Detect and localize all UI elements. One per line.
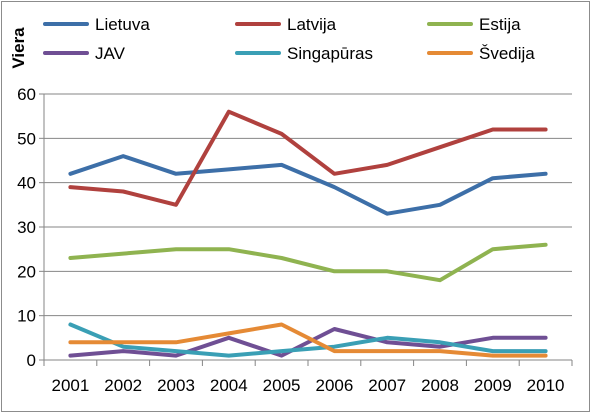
- legend: Lietuva Latvija Estija JAV Singapūras Švedija: [43, 15, 535, 63]
- legend-label: Latvija: [287, 15, 337, 34]
- series-lines: [68, 109, 548, 358]
- x-tick-label: 2003: [157, 376, 195, 395]
- series-line-latvija: [68, 109, 548, 207]
- y-tick-label: 30: [17, 218, 36, 237]
- series-line-švedija: [68, 322, 548, 358]
- y-tick-label: 40: [17, 174, 36, 193]
- x-tick-label: 2007: [368, 376, 406, 395]
- y-tick-label: 0: [27, 351, 36, 370]
- legend-label: Lietuva: [95, 15, 150, 34]
- legend-label: Švedija: [479, 44, 535, 63]
- x-tick-label: 2010: [527, 376, 565, 395]
- x-tick-label: 2009: [474, 376, 512, 395]
- legend-label: Singapūras: [287, 44, 373, 63]
- legend-label: Estija: [479, 15, 521, 34]
- y-tick-label: 60: [17, 85, 36, 104]
- x-tick-label: 2005: [263, 376, 301, 395]
- x-tick-label: 2008: [421, 376, 459, 395]
- y-tick-label: 20: [17, 262, 36, 281]
- y-tick-label: 10: [17, 307, 36, 326]
- series-line-singapūras: [68, 322, 548, 358]
- x-tick-label: 2002: [104, 376, 142, 395]
- x-tick-label: 2006: [315, 376, 353, 395]
- series-line-jav: [68, 327, 548, 358]
- series-line-lietuva: [68, 154, 548, 216]
- legend-label: JAV: [95, 44, 126, 63]
- x-tick-label: 2001: [51, 376, 89, 395]
- x-tick-label: 2004: [210, 376, 248, 395]
- axes: 0 10 20 30 40 50 60 2001 2002 2003 2004 2005 2006 200…: [17, 85, 573, 395]
- series-line-estija: [68, 242, 548, 283]
- gridlines: [44, 93, 572, 317]
- y-axis-label: Viera: [9, 27, 28, 69]
- y-tick-label: 50: [17, 129, 36, 148]
